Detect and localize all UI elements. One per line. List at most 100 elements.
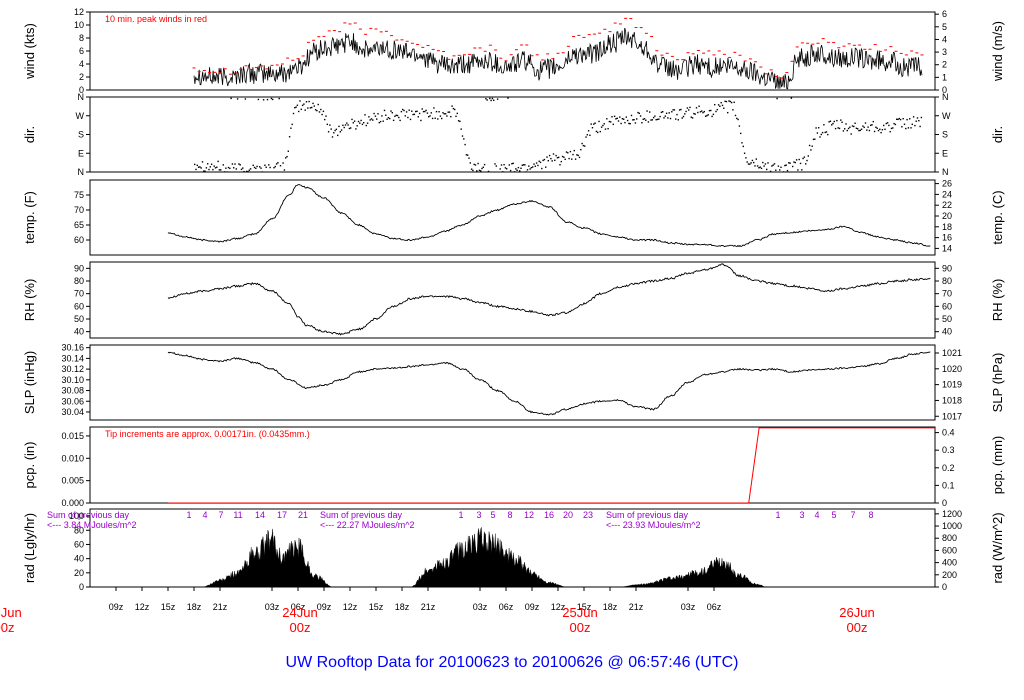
dir-point (680, 108, 682, 111)
dir-point (840, 119, 842, 121)
chart-title: UW Rooftop Data for 20100623 to 20100626… (286, 654, 739, 671)
dir-point (798, 158, 800, 161)
dir-point (200, 167, 202, 169)
dir-point (892, 127, 894, 129)
dir-point (491, 97, 494, 100)
dir-point (608, 120, 611, 123)
dir-point (699, 111, 702, 113)
dir-point (478, 169, 481, 172)
dir-point (290, 127, 292, 129)
x-axis: 09z 12z 15z 18z 21z 03z 06z 09z 12z 15z 18z 21z 03z 0… (0, 587, 875, 635)
slp-ytick-label: 30.06 (61, 396, 84, 406)
dir-point (903, 123, 906, 125)
rad-rtick-label: 1200 (942, 509, 962, 519)
dir-point (886, 122, 889, 124)
rad-hour-mark: 14 (255, 510, 265, 520)
x-tick-label: 21z (421, 602, 436, 612)
dir-point (199, 166, 201, 168)
dir-point (636, 118, 638, 120)
dir-point (413, 113, 416, 116)
dir-point (854, 122, 856, 124)
dir-point (455, 115, 457, 118)
dir-point (898, 117, 900, 120)
dir-point (539, 161, 542, 164)
dir-point (472, 169, 474, 172)
dir-point (391, 111, 393, 114)
dir-point (346, 122, 348, 124)
dir-point (481, 167, 483, 170)
rh-rtick-label: 70 (942, 289, 952, 299)
dir-point (901, 126, 903, 128)
dir-point (706, 114, 708, 117)
rh-ytick-label: 90 (74, 263, 84, 273)
rh-series-line (167, 263, 931, 336)
dir-point (844, 128, 846, 130)
dir-point (703, 110, 705, 113)
dir-point (429, 115, 431, 117)
dir-point (656, 118, 659, 121)
dir-point (688, 109, 690, 111)
dir-point (447, 111, 449, 113)
rad-ytick-label: 60 (74, 539, 84, 549)
dir-point (408, 109, 410, 111)
dir-point (473, 163, 475, 166)
dir-point (833, 120, 835, 123)
dir-point (864, 122, 867, 124)
dir-point (324, 118, 326, 121)
dir-point (230, 97, 232, 100)
dir-point (668, 112, 670, 114)
dir-point (322, 110, 325, 113)
dir-point (578, 156, 581, 159)
dir-point (209, 166, 211, 168)
dir-point (279, 164, 282, 167)
dir-point (734, 114, 737, 117)
dir-point (762, 161, 764, 164)
dir-point (911, 123, 913, 126)
dir-point (646, 110, 648, 112)
dir-point (220, 169, 222, 171)
dir-point (444, 113, 447, 115)
dir-point (373, 112, 375, 115)
dir-point (396, 114, 399, 117)
dir-point (446, 115, 448, 117)
dir-point (282, 162, 284, 164)
dir-point (862, 125, 864, 127)
dir-point (468, 157, 470, 159)
x-tick-label: 06z (291, 602, 306, 612)
dir-point (611, 116, 613, 118)
dir-point (721, 104, 724, 107)
dir-point (606, 118, 608, 120)
dir-point (912, 116, 915, 118)
dir-point (821, 131, 824, 134)
wind-ytick-label: 10 (74, 20, 84, 30)
wind-rtick-label: 3 (942, 47, 947, 57)
dir-point (625, 116, 627, 118)
dir-point (442, 112, 444, 114)
dir-point (769, 170, 772, 172)
wind-ytick-label: 12 (74, 7, 84, 17)
dir-point (767, 162, 769, 164)
dir-point (487, 170, 490, 172)
dir-point (637, 111, 639, 114)
dir-point (273, 166, 275, 169)
dir-point (567, 152, 569, 154)
wind-rtick-label: 6 (942, 9, 947, 19)
dir-point (493, 99, 495, 101)
dir-point (364, 114, 366, 116)
rad-hour-mark: 5 (490, 510, 495, 520)
dir-point (802, 157, 804, 160)
x-tick-label: 03z (473, 602, 488, 612)
dir-point (875, 126, 877, 128)
dir-point (223, 171, 226, 172)
dir-point (897, 118, 899, 121)
dir-point (420, 119, 422, 122)
dir-point (725, 100, 728, 103)
dir-point (708, 109, 711, 112)
dir-point (363, 122, 365, 124)
dir-point (581, 142, 583, 145)
dir-point (212, 168, 214, 171)
dir-point (730, 101, 733, 104)
dir-point (736, 117, 738, 120)
